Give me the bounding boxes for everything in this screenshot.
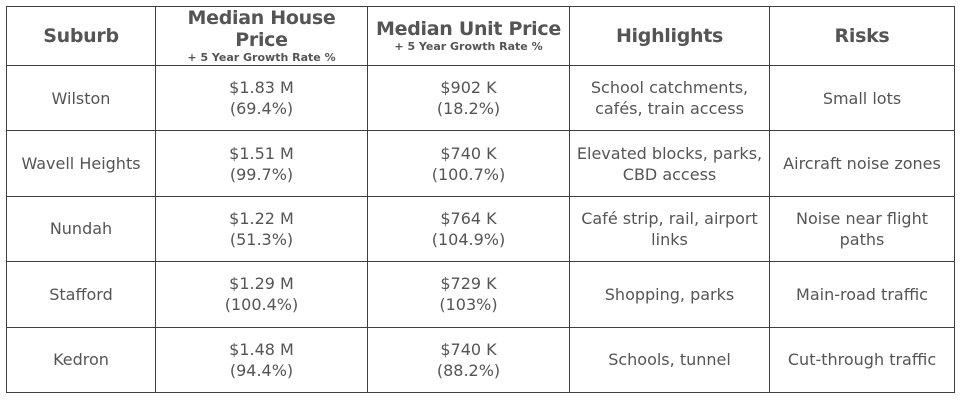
risks-line-1: Cut-through traffic <box>787 350 937 370</box>
unit-price-value: $764 K <box>440 208 497 228</box>
suburb-name: Kedron <box>53 350 109 370</box>
cell-unit-price: $740 K (88.2%) <box>367 326 570 394</box>
header-risks-label: Risks <box>834 25 890 47</box>
header-row: Suburb Median House Price + 5 Year Growt… <box>6 6 955 66</box>
unit-growth-value: (100.7%) <box>431 164 506 184</box>
cell-highlights: Shopping, parks <box>569 261 770 328</box>
table-row: Wilston $1.83 M (69.4%) $902 K (18.2%) S… <box>6 64 955 132</box>
cell-unit-price: $729 K (103%) <box>367 261 570 328</box>
suburb-name: Stafford <box>49 284 113 304</box>
cell-highlights: Café strip, rail, airport links <box>569 195 770 263</box>
cell-suburb: Wavell Heights <box>6 130 156 197</box>
risks-line-1: Aircraft noise zones <box>783 154 941 174</box>
cell-risks: Small lots <box>769 64 955 132</box>
highlights-line-1: Café strip, rail, airport <box>581 208 758 228</box>
highlights-line-2: links <box>651 229 688 249</box>
cell-unit-price: $902 K (18.2%) <box>367 64 570 132</box>
risks-line-1: Main-road traffic <box>796 284 928 304</box>
header-unit-price-label: Median Unit Price <box>376 18 561 40</box>
header-suburb: Suburb <box>6 6 156 66</box>
house-growth-value: (99.7%) <box>229 164 294 184</box>
unit-growth-value: (104.9%) <box>431 229 506 249</box>
cell-highlights: Elevated blocks, parks, CBD access <box>569 130 770 197</box>
risks-line-2: paths <box>839 229 885 249</box>
unit-price-value: $902 K <box>440 78 497 98</box>
unit-price-value: $729 K <box>440 274 497 294</box>
cell-unit-price: $740 K (100.7%) <box>367 130 570 197</box>
header-house-price-sublabel: + 5 Year Growth Rate % <box>187 51 336 64</box>
house-price-value: $1.22 M <box>229 208 294 228</box>
cell-risks: Cut-through traffic <box>769 326 955 394</box>
table-body: Wilston $1.83 M (69.4%) $902 K (18.2%) S… <box>6 64 955 394</box>
suburb-comparison-table: Suburb Median House Price + 5 Year Growt… <box>6 6 955 394</box>
header-unit-price-sublabel: + 5 Year Growth Rate % <box>394 40 543 53</box>
cell-house-price: $1.48 M (94.4%) <box>155 326 368 394</box>
house-price-value: $1.29 M <box>229 274 294 294</box>
cell-suburb: Wilston <box>6 64 156 132</box>
house-growth-value: (94.4%) <box>229 360 294 380</box>
cell-suburb: Nundah <box>6 195 156 263</box>
house-growth-value: (51.3%) <box>229 229 294 249</box>
header-unit-price: Median Unit Price + 5 Year Growth Rate % <box>367 6 570 66</box>
suburb-name: Wavell Heights <box>21 154 141 174</box>
header-highlights-label: Highlights <box>615 25 724 47</box>
header-house-price: Median House Price + 5 Year Growth Rate … <box>155 6 368 66</box>
house-price-value: $1.48 M <box>229 339 294 359</box>
house-price-value: $1.51 M <box>229 143 294 163</box>
unit-price-value: $740 K <box>440 339 497 359</box>
header-highlights: Highlights <box>569 6 770 66</box>
suburb-name: Nundah <box>49 219 113 239</box>
cell-house-price: $1.83 M (69.4%) <box>155 64 368 132</box>
house-price-value: $1.83 M <box>229 78 294 98</box>
suburb-name: Wilston <box>51 88 111 108</box>
table-row: Kedron $1.48 M (94.4%) $740 K (88.2%) Sc… <box>6 326 955 394</box>
risks-line-1: Small lots <box>822 88 902 108</box>
cell-suburb: Kedron <box>6 326 156 394</box>
cell-suburb: Stafford <box>6 261 156 328</box>
highlights-line-2: cafés, train access <box>595 99 744 119</box>
header-suburb-label: Suburb <box>43 25 119 47</box>
cell-unit-price: $764 K (104.9%) <box>367 195 570 263</box>
house-growth-value: (69.4%) <box>229 99 294 119</box>
cell-risks: Main-road traffic <box>769 261 955 328</box>
highlights-line-2: CBD access <box>622 164 717 184</box>
table-row: Stafford $1.29 M (100.4%) $729 K (103%) … <box>6 261 955 328</box>
header-risks: Risks <box>769 6 955 66</box>
risks-line-1: Noise near flight <box>795 208 928 228</box>
highlights-line-1: Schools, tunnel <box>608 350 731 370</box>
cell-highlights: Schools, tunnel <box>569 326 770 394</box>
cell-house-price: $1.29 M (100.4%) <box>155 261 368 328</box>
unit-price-value: $740 K <box>440 143 497 163</box>
unit-growth-value: (88.2%) <box>436 360 501 380</box>
highlights-line-1: School catchments, <box>590 78 749 98</box>
unit-growth-value: (18.2%) <box>436 99 501 119</box>
highlights-line-1: Elevated blocks, parks, <box>576 143 763 163</box>
highlights-line-1: Shopping, parks <box>604 284 735 304</box>
table-row: Wavell Heights $1.51 M (99.7%) $740 K (1… <box>6 130 955 197</box>
cell-risks: Aircraft noise zones <box>769 130 955 197</box>
unit-growth-value: (103%) <box>439 295 498 315</box>
cell-risks: Noise near flight paths <box>769 195 955 263</box>
table-row: Nundah $1.22 M (51.3%) $764 K (104.9%) C… <box>6 195 955 263</box>
cell-highlights: School catchments, cafés, train access <box>569 64 770 132</box>
header-house-price-label: Median House Price <box>187 7 336 51</box>
cell-house-price: $1.51 M (99.7%) <box>155 130 368 197</box>
house-growth-value: (100.4%) <box>224 295 299 315</box>
table-header: Suburb Median House Price + 5 Year Growt… <box>6 6 955 66</box>
cell-house-price: $1.22 M (51.3%) <box>155 195 368 263</box>
